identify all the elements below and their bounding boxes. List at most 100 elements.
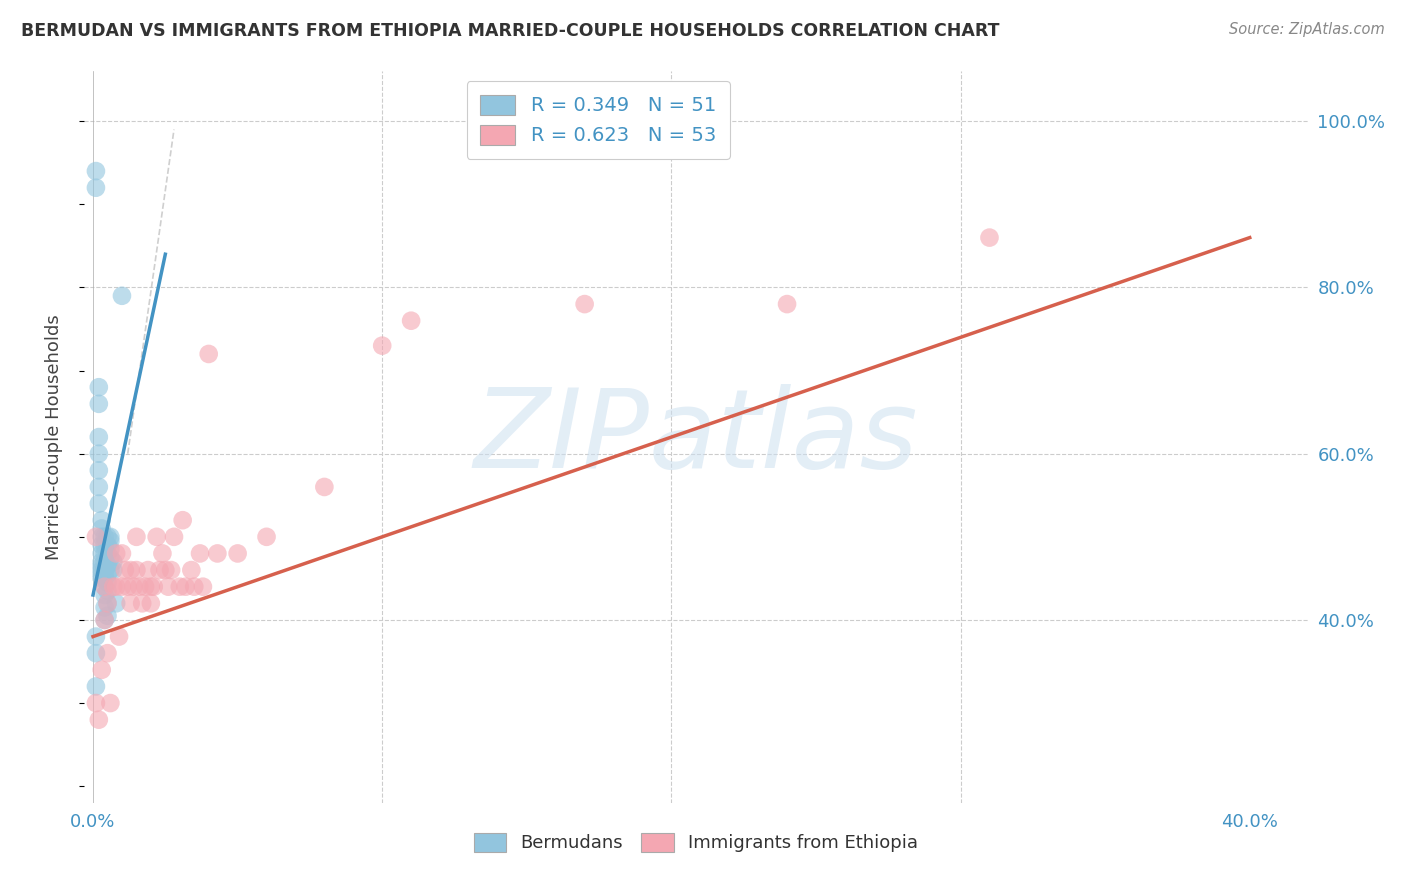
Point [776,297,799,311]
Point [96,538,118,552]
Point [84,696,107,710]
Point [100,533,122,548]
Point [105,596,128,610]
Point [96,646,118,660]
Point [114,563,136,577]
Point [180,563,202,577]
Point [93,580,115,594]
Point [160,563,183,577]
Point [96,596,118,610]
Point [93,567,115,582]
Point [87,480,110,494]
Point [96,575,118,590]
Point [93,555,115,569]
Point [90,558,112,573]
Legend: Bermudans, Immigrants from Ethiopia: Bermudans, Immigrants from Ethiopia [467,826,925,860]
Point [172,513,194,527]
Point [117,580,139,594]
Point [122,580,145,594]
Point [155,563,177,577]
Point [87,713,110,727]
Point [111,546,134,560]
Point [139,596,162,610]
Point [148,563,170,577]
Point [399,314,422,328]
Point [87,430,110,444]
Point [84,680,107,694]
Point [93,546,115,560]
Point [100,696,122,710]
Point [93,563,115,577]
Point [256,530,278,544]
Point [96,608,118,623]
Point [84,530,107,544]
Point [103,580,125,594]
Point [120,563,142,577]
Point [197,347,219,361]
Point [120,596,142,610]
Point [188,546,211,560]
Text: Source: ZipAtlas.com: Source: ZipAtlas.com [1229,22,1385,37]
Point [108,630,131,644]
Point [96,567,118,582]
Point [93,600,115,615]
Point [314,480,336,494]
Point [93,530,115,544]
Point [87,447,110,461]
Point [226,546,249,560]
Point [93,571,115,585]
Point [96,596,118,610]
Y-axis label: Married-couple Households: Married-couple Households [45,314,63,560]
Point [90,571,112,585]
Point [90,663,112,677]
Point [100,530,122,544]
Point [163,530,186,544]
Point [371,338,394,352]
Point [90,546,112,560]
Point [96,583,118,598]
Point [100,542,122,557]
Point [183,580,205,594]
Point [103,563,125,577]
Point [90,563,112,577]
Point [90,555,112,569]
Point [103,555,125,569]
Point [93,613,115,627]
Point [87,463,110,477]
Point [96,530,118,544]
Text: ZIPatlas: ZIPatlas [474,384,918,491]
Point [93,613,115,627]
Point [169,580,191,594]
Point [90,538,112,552]
Point [84,180,107,194]
Point [142,580,165,594]
Point [84,630,107,644]
Point [100,563,122,577]
Point [105,546,128,560]
Point [96,546,118,560]
Point [87,497,110,511]
Point [87,397,110,411]
Point [90,567,112,582]
Point [84,646,107,660]
Point [134,580,156,594]
Text: BERMUDAN VS IMMIGRANTS FROM ETHIOPIA MARRIED-COUPLE HOUSEHOLDS CORRELATION CHART: BERMUDAN VS IMMIGRANTS FROM ETHIOPIA MAR… [21,22,1000,40]
Point [979,230,1001,244]
Point [90,530,112,544]
Point [139,580,162,594]
Point [93,538,115,552]
Point [93,588,115,602]
Point [125,530,148,544]
Point [136,563,159,577]
Point [574,297,596,311]
Point [174,580,197,594]
Point [87,380,110,394]
Point [157,580,180,594]
Point [152,546,174,560]
Point [191,580,214,594]
Point [93,580,115,594]
Point [96,558,118,573]
Point [105,580,128,594]
Point [84,164,107,178]
Point [90,513,112,527]
